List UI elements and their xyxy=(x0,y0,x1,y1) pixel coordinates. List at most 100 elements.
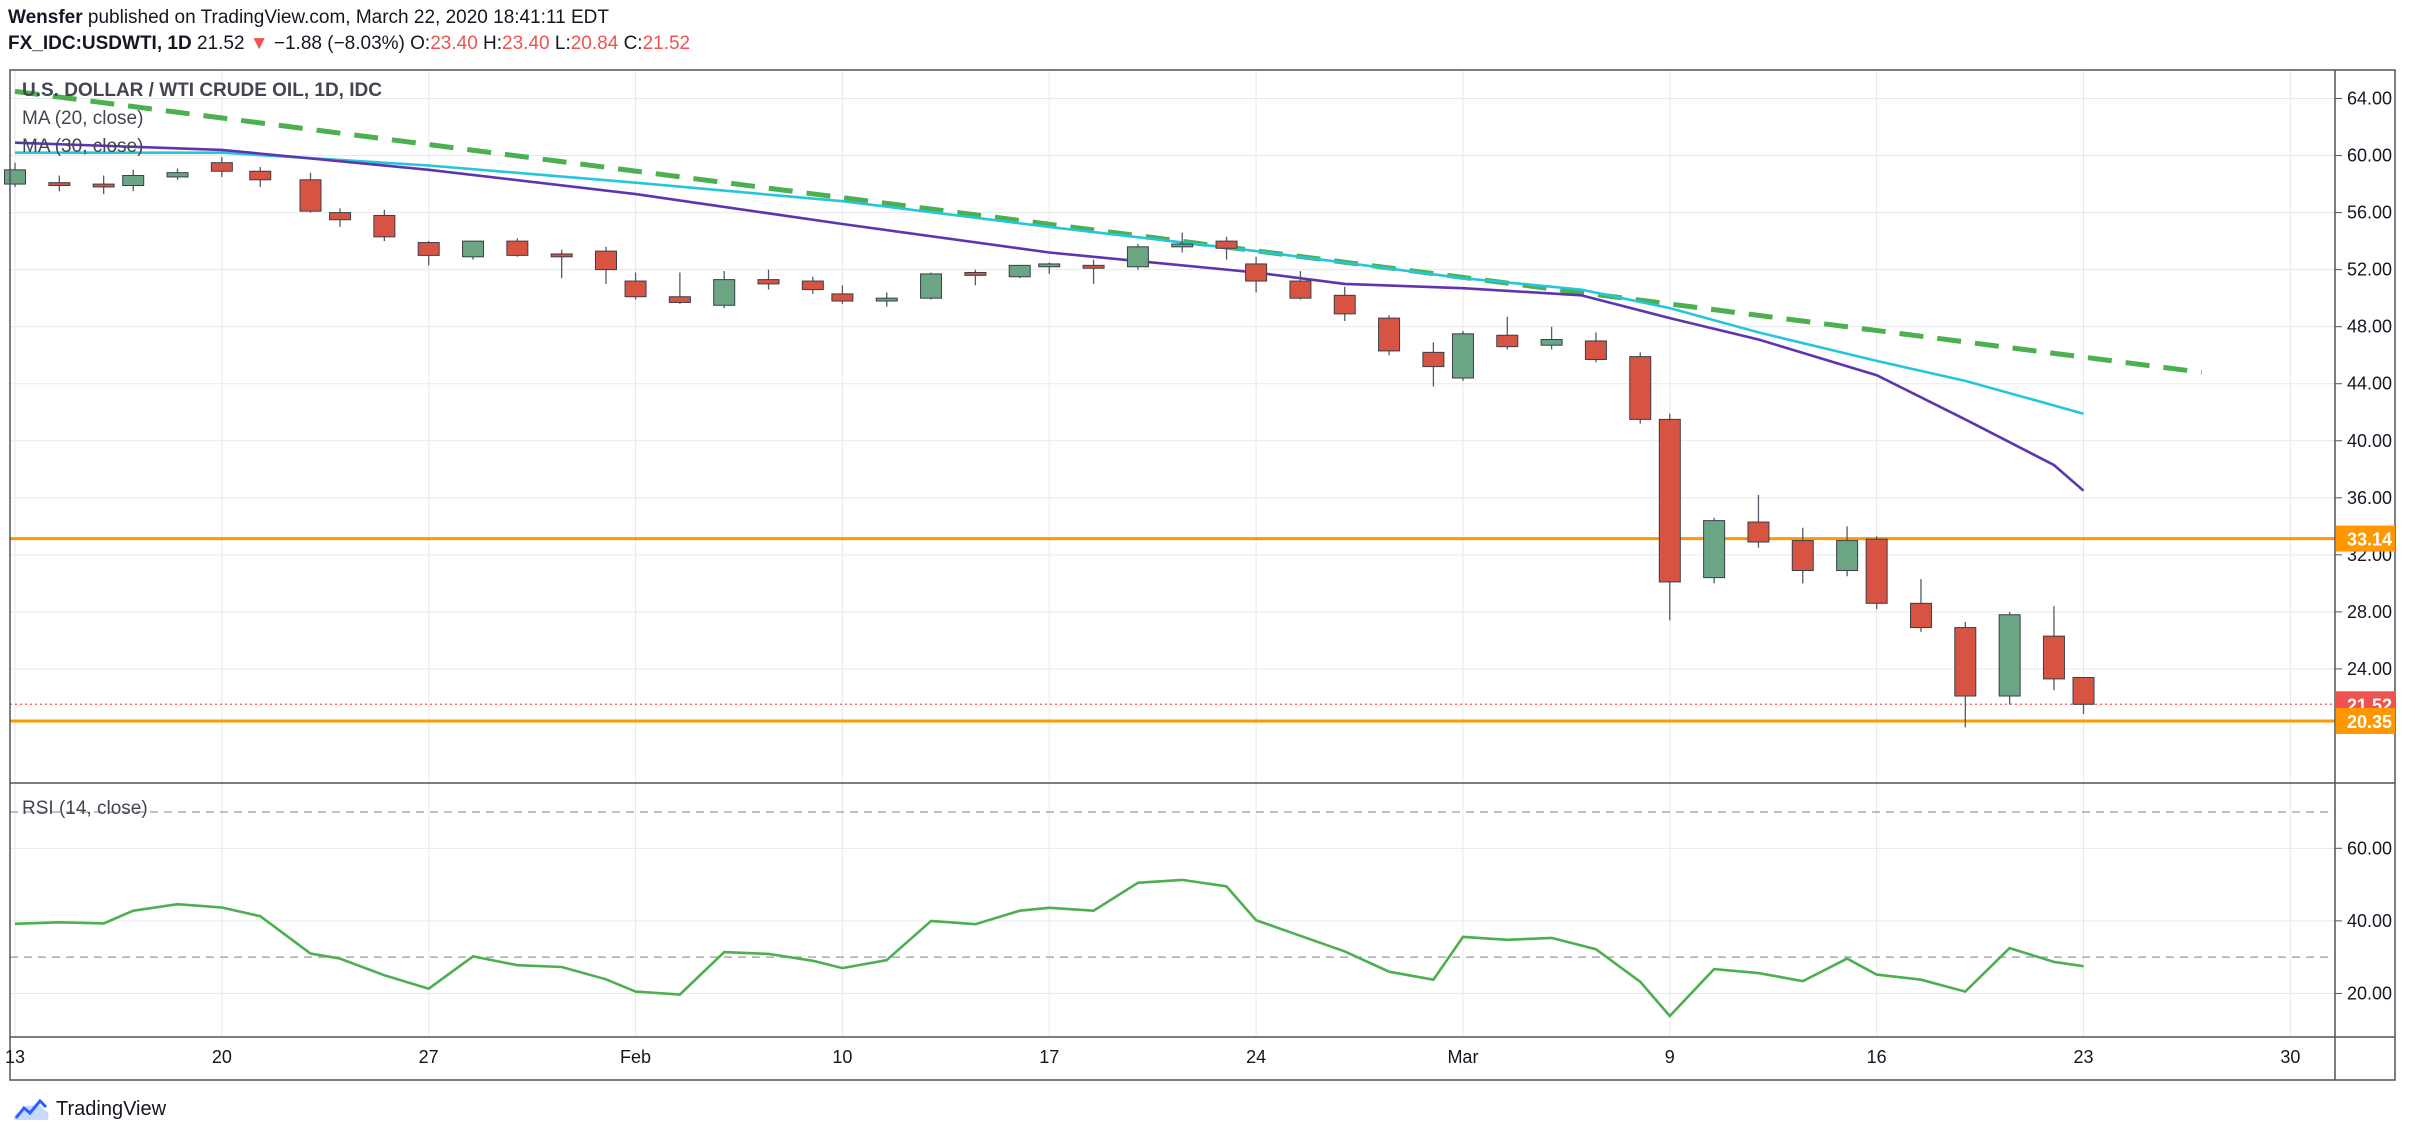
price-tick-label: 52.00 xyxy=(2347,260,2392,280)
candle-down xyxy=(668,272,691,304)
candle-down xyxy=(373,209,396,242)
candle-down xyxy=(831,285,854,304)
candle-down xyxy=(550,249,573,279)
candle-body xyxy=(299,179,322,212)
candle-body xyxy=(1865,538,1888,604)
candle-down xyxy=(1791,527,1814,584)
candles xyxy=(4,156,2095,728)
candle-body xyxy=(1998,614,2021,697)
candle-up xyxy=(1038,262,1061,274)
candle-body xyxy=(1451,333,1474,379)
horizontal-levels[interactable] xyxy=(10,537,2335,723)
chart-title: U.S. DOLLAR / WTI CRUDE OIL, 1D, IDC xyxy=(22,80,382,101)
candle-body xyxy=(757,279,780,285)
rsi-legend[interactable]: RSI (14, close) xyxy=(22,798,148,819)
candle-body xyxy=(964,271,987,276)
low-value: 20.84 xyxy=(570,33,619,54)
candle-up xyxy=(462,240,485,260)
time-tick-label: 20 xyxy=(212,1047,232,1067)
candle-body xyxy=(1289,280,1312,299)
candle-up xyxy=(1451,330,1474,381)
chart-frame xyxy=(9,69,2396,1081)
candle-up xyxy=(1998,611,2021,705)
time-tick-label: 16 xyxy=(1867,1047,1887,1067)
candle-down xyxy=(801,276,824,294)
candle-body xyxy=(1378,317,1401,352)
candle-down xyxy=(48,175,71,192)
outer-frame xyxy=(9,69,2396,1081)
candle-body xyxy=(1171,243,1194,248)
time-tick-label: 13 xyxy=(5,1047,25,1067)
candle-body xyxy=(2072,676,2095,705)
candle-down xyxy=(1747,494,1770,548)
candle-body xyxy=(1038,263,1061,268)
grid xyxy=(10,70,2335,1037)
candle-down xyxy=(624,272,647,300)
rsi-tick-label: 40.00 xyxy=(2347,911,2392,931)
candle-down xyxy=(417,241,440,266)
candle-up xyxy=(713,271,736,309)
trendline[interactable] xyxy=(14,88,2203,375)
price-tick-label: 64.00 xyxy=(2347,89,2392,109)
candle-body xyxy=(1954,627,1977,697)
candle-up xyxy=(1836,526,1859,577)
time-tick-label: 30 xyxy=(2280,1047,2300,1067)
candle-down xyxy=(329,208,352,227)
candle-body xyxy=(1333,294,1356,315)
author-name[interactable]: Wensfer xyxy=(8,7,83,28)
time-tick-label: 9 xyxy=(1665,1047,1675,1067)
candle-down xyxy=(249,166,272,187)
moving-averages xyxy=(14,141,2085,492)
candle-body xyxy=(1584,340,1607,360)
candle-body xyxy=(249,170,272,181)
candle-body xyxy=(1703,520,1726,579)
time-tick-label: 10 xyxy=(832,1047,852,1067)
candle-body xyxy=(1540,339,1563,346)
candle-body xyxy=(1245,263,1268,282)
candle-down xyxy=(1333,286,1356,321)
candle-body xyxy=(1422,351,1445,368)
candle-body xyxy=(506,240,529,256)
candle-down xyxy=(1954,621,1977,728)
candle-up xyxy=(166,168,189,180)
publish-info: published on TradingView.com, March 22, … xyxy=(87,7,609,28)
ma20-line xyxy=(14,141,2085,492)
time-tick-label: 24 xyxy=(1246,1047,1266,1067)
candle-up xyxy=(920,272,943,300)
candle-up xyxy=(1126,243,1149,270)
candle-body xyxy=(920,273,943,299)
trendline-dashed xyxy=(14,88,2203,375)
low-label: L: xyxy=(554,33,571,54)
candle-body xyxy=(801,280,824,291)
close-value: 21.52 xyxy=(642,33,691,54)
candle-body xyxy=(550,253,573,258)
down-arrow-icon: ▼ xyxy=(249,33,269,54)
price-tick-label: 40.00 xyxy=(2347,431,2392,451)
candle-body xyxy=(48,182,71,187)
open-label: O: xyxy=(410,33,431,54)
rsi-line xyxy=(14,878,2084,1018)
candle-down xyxy=(1289,271,1312,300)
cloud-icon xyxy=(14,1098,49,1120)
candle-down xyxy=(210,156,233,177)
ma30-legend[interactable]: MA (30, close) xyxy=(22,136,144,157)
candle-body xyxy=(875,297,898,302)
candle-body xyxy=(92,183,115,188)
candle-down xyxy=(1909,579,1932,632)
candle-body xyxy=(1836,540,1859,572)
time-tick-label: 27 xyxy=(419,1047,439,1067)
rsi-pane xyxy=(10,811,2335,1018)
price-tick-label: 56.00 xyxy=(2347,203,2392,223)
candle-body xyxy=(1791,540,1814,572)
price-tick-label: 28.00 xyxy=(2347,602,2392,622)
high-value: 23.40 xyxy=(502,33,550,54)
ma20-legend[interactable]: MA (20, close) xyxy=(22,108,144,129)
candle-down xyxy=(1658,413,1681,621)
price-tick-label: 24.00 xyxy=(2347,659,2392,679)
level-badge: 20.35 xyxy=(2347,712,2392,732)
time-tick-label: 23 xyxy=(2073,1047,2093,1067)
tradingview-logo[interactable]: TradingView xyxy=(10,1096,166,1122)
candle-down xyxy=(1245,256,1268,293)
candle-down xyxy=(964,269,987,286)
